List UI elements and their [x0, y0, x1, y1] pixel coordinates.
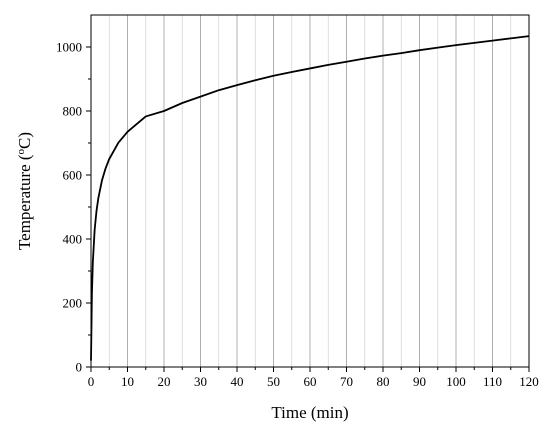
- x-tick-label: 40: [231, 374, 244, 389]
- y-tick-label: 800: [63, 104, 83, 119]
- y-axis: 0 200 400 600 800 1000: [56, 40, 91, 375]
- y-tick-label: 400: [63, 232, 83, 247]
- x-tick-label: 50: [267, 374, 280, 389]
- x-tick-label: 80: [377, 374, 390, 389]
- x-axis: 0 10 20 30 40 50 60 70 80 90 100 110 120: [88, 367, 539, 389]
- y-tick-label: 200: [63, 296, 83, 311]
- x-tick-label: 90: [413, 374, 426, 389]
- y-axis-title: Temperature (oC): [15, 132, 34, 250]
- series-line: [90, 35, 530, 361]
- x-tick-label: 120: [519, 374, 539, 389]
- y-axis-title-main: Temperature (: [15, 154, 34, 250]
- y-tick-label: 1000: [56, 40, 82, 55]
- grid-lines: [108, 15, 512, 367]
- x-tick-label: 20: [158, 374, 171, 389]
- x-tick-label: 0: [88, 374, 95, 389]
- y-axis-title-degree: o: [15, 148, 27, 154]
- x-axis-title: Time (min): [271, 403, 348, 422]
- x-tick-label: 100: [446, 374, 466, 389]
- x-tick-label: 10: [121, 374, 134, 389]
- x-tick-label: 70: [340, 374, 353, 389]
- y-tick-label: 600: [63, 168, 83, 183]
- x-tick-label: 60: [304, 374, 317, 389]
- y-axis-title-unit: C): [15, 132, 34, 149]
- x-tick-label: 110: [483, 374, 502, 389]
- x-tick-label: 30: [194, 374, 207, 389]
- y-tick-label: 0: [76, 360, 83, 375]
